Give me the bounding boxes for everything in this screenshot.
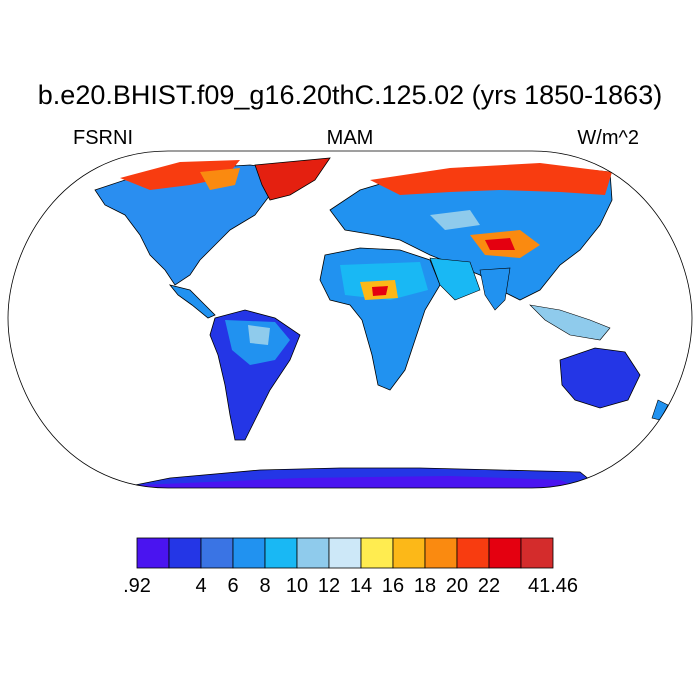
colorbar-label: 6 bbox=[227, 575, 238, 597]
colorbar-box bbox=[264, 537, 298, 569]
colorbar-box bbox=[232, 537, 266, 569]
variable-label: FSRNI bbox=[73, 127, 133, 149]
map-border bbox=[7, 150, 693, 489]
units-label: W/m^2 bbox=[577, 127, 639, 149]
colorbar-box bbox=[392, 537, 426, 569]
colorbar-box bbox=[456, 537, 490, 569]
colorbar-label: 16 bbox=[382, 575, 404, 597]
land-greenland bbox=[254, 157, 331, 201]
colorbar-box bbox=[296, 537, 330, 569]
season-label: MAM bbox=[326, 127, 374, 149]
colorbar-box bbox=[360, 537, 394, 569]
colorbar-label: 12 bbox=[318, 575, 340, 597]
colorbar-box bbox=[136, 537, 170, 569]
colorbar-label: 10 bbox=[286, 575, 308, 597]
colorbar-box bbox=[200, 537, 234, 569]
colorbar-box bbox=[168, 537, 202, 569]
colorbar-label: 20 bbox=[446, 575, 468, 597]
plot-title: b.e20.BHIST.f09_g16.20thC.125.02 (yrs 18… bbox=[37, 80, 663, 110]
colorbar-box bbox=[328, 537, 362, 569]
colorbar-label: .92 bbox=[123, 575, 151, 597]
colorbar-label: 41.46 bbox=[528, 575, 578, 597]
land-australia bbox=[559, 347, 641, 409]
land-field bbox=[94, 157, 669, 488]
colorbar-label: 4 bbox=[195, 575, 206, 597]
colorbar-label: 8 bbox=[259, 575, 270, 597]
colorbar-box bbox=[424, 537, 458, 569]
colorbar-label: 18 bbox=[414, 575, 436, 597]
colorbar-box bbox=[520, 537, 554, 569]
colorbar-label: 22 bbox=[478, 575, 500, 597]
colorbar-box bbox=[488, 537, 522, 569]
colorbar-label: 14 bbox=[350, 575, 372, 597]
land-north-america bbox=[94, 164, 301, 286]
